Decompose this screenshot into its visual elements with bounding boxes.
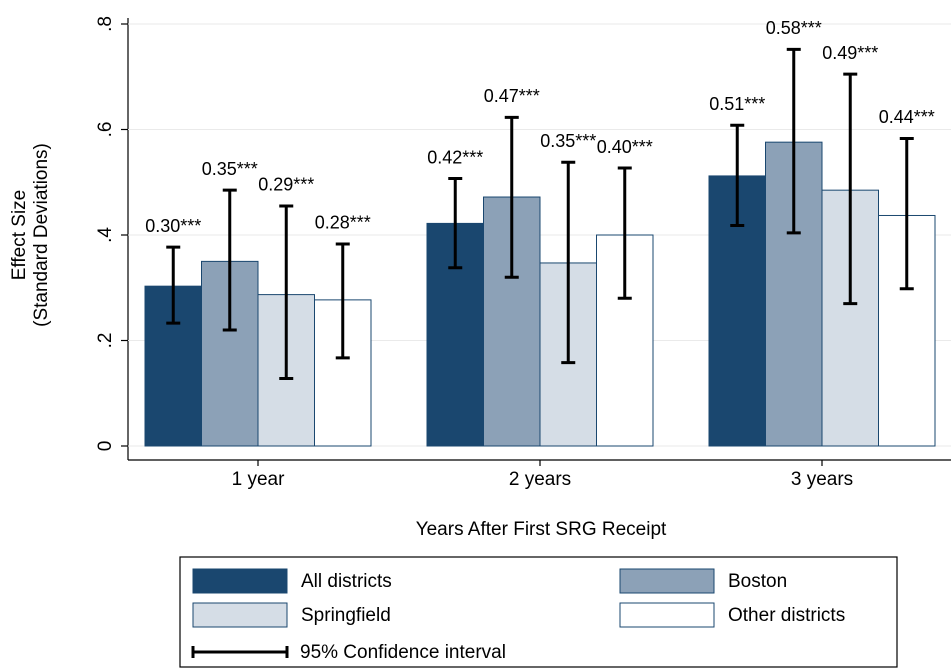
legend-label: All districts [301,571,392,592]
legend-swatch [192,602,288,628]
y-tick-label: .4 [95,227,116,243]
x-tick-label: 2 years [509,469,571,490]
value-label: 0.35*** [202,159,258,179]
error-bar [448,177,463,270]
value-label: 0.49*** [822,43,878,63]
error-bar [335,242,350,360]
legend-box [179,556,898,668]
y-tick-label: .2 [95,333,116,349]
error-bar [899,136,914,291]
legend-swatch [192,568,288,594]
legend-ci-symbol [191,646,289,658]
legend-swatch [619,602,715,628]
error-bar [730,123,745,228]
error-bar [166,245,181,325]
error-bar [504,115,519,279]
legend-swatch [619,568,715,594]
error-bar [617,166,632,300]
error-bar [222,188,237,332]
y-axis-title: Effect Size [9,190,30,280]
x-tick-label: 3 years [791,469,853,490]
legend-label: Boston [728,571,787,592]
error-bar [279,204,294,380]
value-label: 0.28*** [315,213,371,233]
value-label: 0.47*** [484,86,540,106]
y-tick-label: .8 [95,16,116,32]
error-bar [786,47,801,235]
value-label: 0.40*** [597,137,653,157]
x-axis-title: Years After First SRG Receipt [416,519,667,540]
y-axis-title: (Standard Deviations) [31,143,52,327]
value-label: 0.35*** [540,131,596,151]
error-bar [561,160,576,365]
legend-label: Springfield [301,605,391,626]
value-label: 0.42*** [427,147,483,167]
value-label: 0.29*** [258,175,314,195]
error-bar [843,72,858,306]
value-label: 0.51*** [709,94,765,114]
legend-label: 95% Confidence interval [300,642,506,663]
value-label: 0.58*** [766,18,822,38]
x-tick-label: 1 year [232,469,285,490]
value-label: 0.44*** [879,107,935,127]
legend-label: Other districts [728,605,845,626]
y-tick-label: 0 [95,441,116,452]
value-label: 0.30*** [145,216,201,236]
y-tick-label: .6 [95,122,116,138]
